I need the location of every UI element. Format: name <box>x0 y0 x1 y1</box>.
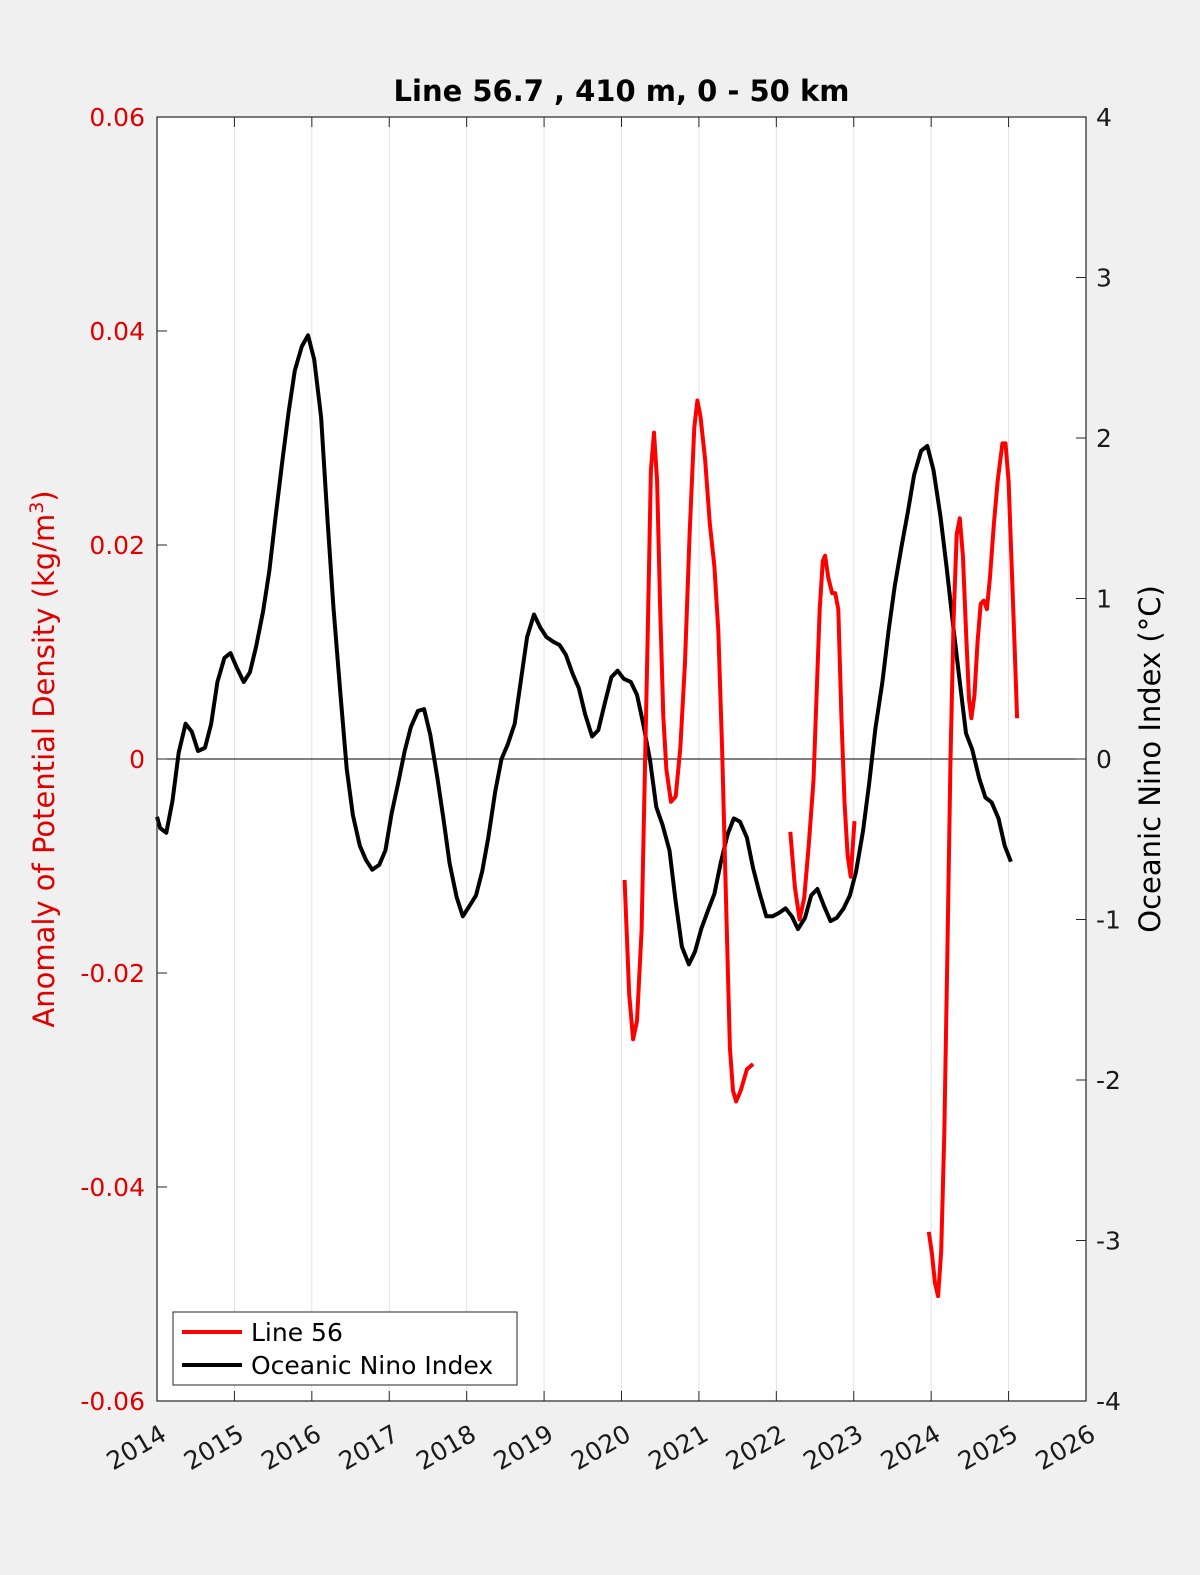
legend: Line 56 Oceanic Nino Index <box>172 1311 518 1386</box>
line56-series-segment <box>622 398 755 1104</box>
line56-series-segment <box>788 553 857 922</box>
right-y-tick-label: 0 <box>1096 745 1112 774</box>
left-y-tick-label: -0.02 <box>80 959 145 988</box>
right-y-tick-label: 4 <box>1096 103 1112 132</box>
right-y-tick-label: 1 <box>1096 585 1112 614</box>
left-y-tick-label: -0.06 <box>80 1387 145 1416</box>
right-y-tick-label: 3 <box>1096 264 1112 293</box>
right-y-tick-label: 2 <box>1096 424 1112 453</box>
line56-series-segment <box>926 441 1020 1299</box>
left-y-tick-label: 0.06 <box>89 103 145 132</box>
left-y-tick-label: 0.02 <box>89 531 145 560</box>
right-y-tick-label: -4 <box>1096 1387 1121 1416</box>
legend-label-oni: Oceanic Nino Index <box>251 1351 493 1380</box>
left-axis-label-close: ) <box>27 490 61 501</box>
left-y-tick-label: 0 <box>129 745 145 774</box>
right-y-tick-label: -3 <box>1096 1227 1121 1256</box>
left-y-tick-label: 0.04 <box>89 317 145 346</box>
oni-series-line <box>155 333 1013 967</box>
legend-box <box>172 1311 518 1386</box>
legend-label-line56: Line 56 <box>251 1318 343 1347</box>
right-y-tick-label: -2 <box>1096 1066 1121 1095</box>
left-axis-label-superscript: 3 <box>26 502 48 514</box>
right-y-tick-label: -1 <box>1096 906 1121 935</box>
left-axis-label: Anomaly of Potential Density (kg/m3) <box>26 490 61 1027</box>
left-y-tick-label: -0.04 <box>80 1173 145 1202</box>
series-layer <box>155 333 1020 1299</box>
right-axis-label: Oceanic Nino Index (°C) <box>1133 585 1167 933</box>
chart-title: Line 56.7 , 410 m, 0 - 50 km <box>394 74 850 108</box>
left-axis-label-main: Anomaly of Potential Density (kg/m <box>27 514 61 1028</box>
